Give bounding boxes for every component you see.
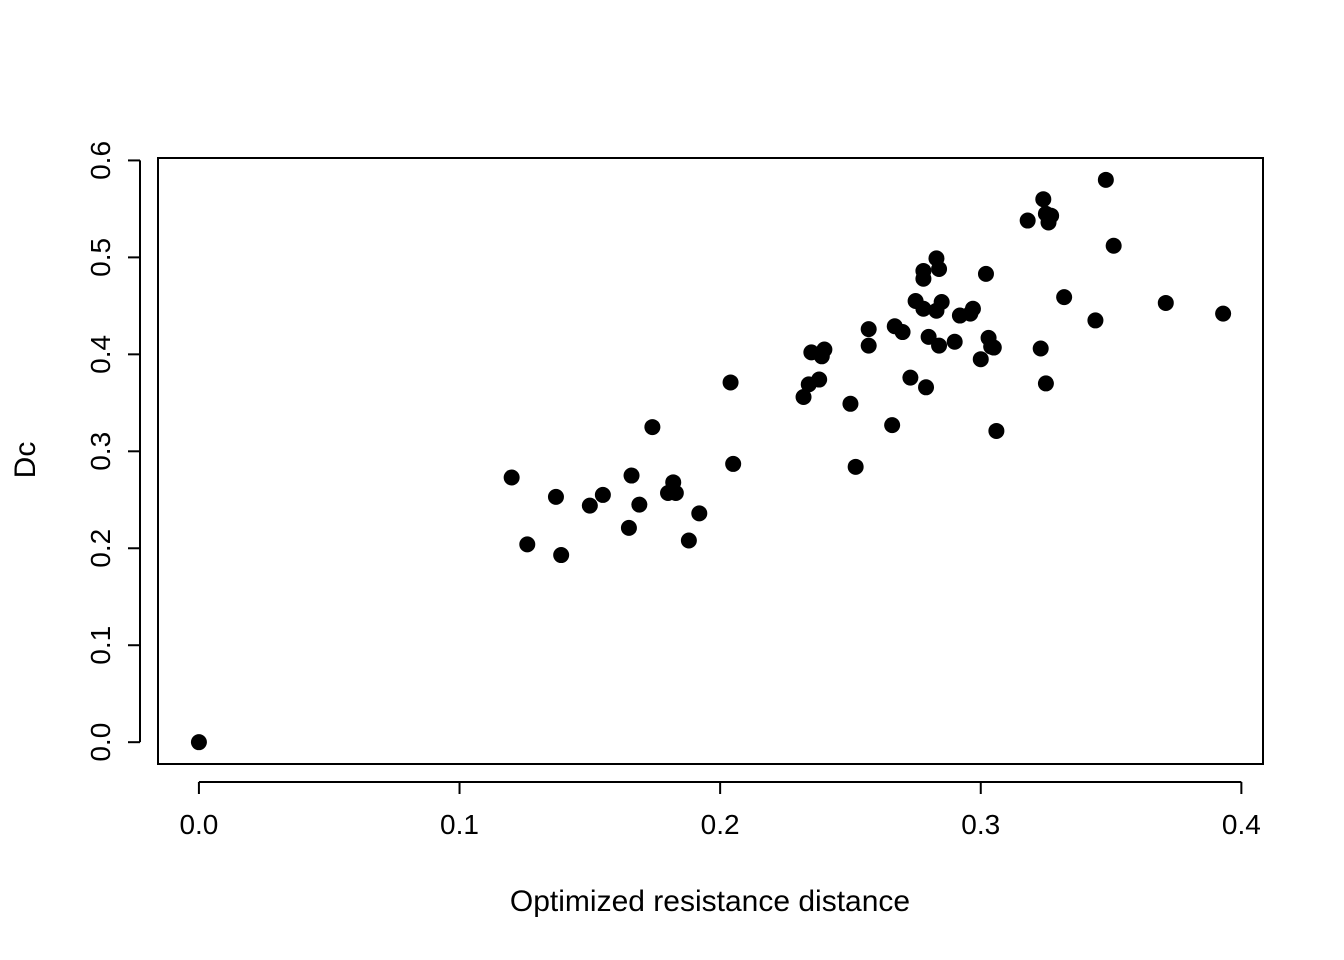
data-point: [847, 458, 864, 475]
y-axis-title: Dc: [9, 442, 42, 479]
data-point: [795, 389, 812, 406]
data-point: [1032, 340, 1049, 357]
data-point: [547, 488, 564, 505]
data-point: [915, 270, 932, 287]
data-point: [190, 734, 207, 751]
data-point: [1097, 171, 1114, 188]
data-point: [811, 371, 828, 388]
data-point: [860, 337, 877, 354]
data-point: [581, 497, 598, 514]
data-point: [1043, 207, 1060, 224]
data-point: [894, 324, 911, 341]
data-point: [1056, 289, 1073, 306]
data-point: [1087, 312, 1104, 329]
data-point: [1105, 237, 1122, 254]
y-tick-label: 0.5: [85, 238, 116, 277]
x-tick-label: 0.2: [701, 809, 740, 840]
data-point: [860, 321, 877, 338]
data-point: [722, 374, 739, 391]
data-point: [884, 417, 901, 434]
data-point: [933, 293, 950, 310]
data-point: [918, 379, 935, 396]
data-point: [503, 469, 520, 486]
data-point: [816, 341, 833, 358]
y-tick-label: 0.4: [85, 335, 116, 374]
data-point: [946, 333, 963, 350]
x-tick-label: 0.1: [440, 809, 479, 840]
data-point: [842, 395, 859, 412]
x-tick-label: 0.0: [179, 809, 218, 840]
data-point: [931, 261, 948, 278]
data-point: [1019, 212, 1036, 229]
y-tick-label: 0.6: [85, 141, 116, 180]
data-point: [623, 467, 640, 484]
data-point: [977, 265, 994, 282]
data-point: [931, 337, 948, 354]
data-point: [972, 351, 989, 368]
data-point: [1037, 375, 1054, 392]
plot-frame: [157, 157, 1264, 765]
data-point: [553, 547, 570, 564]
data-point: [964, 300, 981, 317]
y-tick-label: 0.2: [85, 529, 116, 568]
data-point: [915, 300, 932, 317]
y-tick-label: 0.1: [85, 626, 116, 665]
data-point: [1035, 191, 1052, 208]
data-point: [725, 455, 742, 472]
data-point: [644, 419, 661, 436]
x-tick-label: 0.3: [961, 809, 1000, 840]
data-point: [680, 532, 697, 549]
plot-area: [190, 171, 1232, 751]
data-point: [691, 505, 708, 522]
axes: 0.0 0.1 0.2 0.3 0.4 0.0 0.1 0.2 0.3 0.4 0.5 0.6: [85, 141, 1264, 840]
y-tick-label: 0.0: [85, 723, 116, 762]
data-point: [519, 536, 536, 553]
y-tick-label: 0.3: [85, 432, 116, 471]
data-point: [902, 369, 919, 386]
data-point: [594, 486, 611, 503]
data-point: [631, 496, 648, 513]
x-axis-title: Optimized resistance distance: [510, 885, 910, 918]
data-point: [620, 519, 637, 536]
data-point: [988, 422, 1005, 439]
data-point: [1157, 294, 1174, 311]
x-tick-label: 0.4: [1222, 809, 1261, 840]
data-point: [1215, 305, 1232, 322]
data-point: [985, 339, 1002, 356]
data-point: [667, 484, 684, 501]
